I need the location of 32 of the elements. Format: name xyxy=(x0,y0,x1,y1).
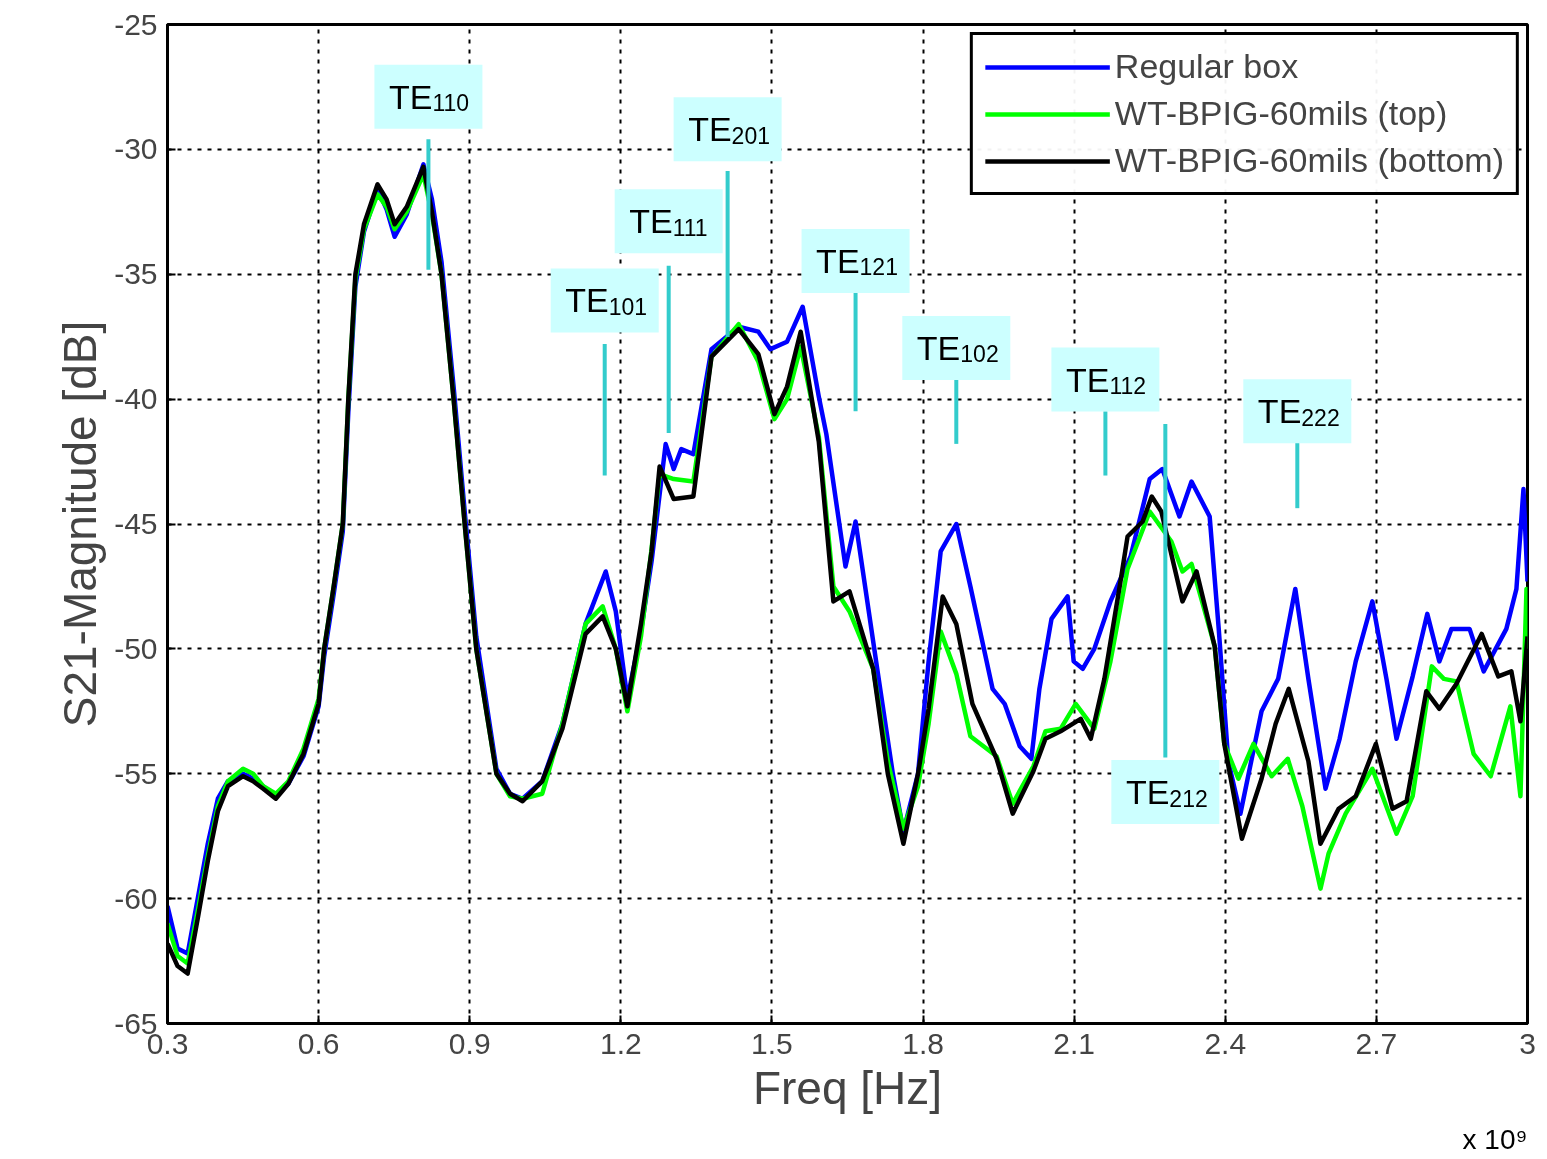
legend-label: WT-BPIG-60mils (bottom) xyxy=(1114,141,1504,180)
ref-line-label: TE102 xyxy=(916,328,999,368)
ref-line-label: TE101 xyxy=(565,281,648,320)
ref-line-label: TE112 xyxy=(1065,360,1147,400)
x-tick-label: 1.5 xyxy=(751,1026,793,1060)
legend-label: WT-BPIG-60mils (top) xyxy=(1114,94,1448,133)
x-tick-label: 3 xyxy=(1519,1026,1536,1060)
x-tick-label: 1.8 xyxy=(902,1026,944,1060)
ref-line-label: TE201 xyxy=(688,110,770,149)
y-tick-label: -45 xyxy=(114,507,158,540)
y-axis-title: S21-Magnitude [dB] xyxy=(54,320,107,728)
ref-line-label: TE222 xyxy=(1257,392,1340,431)
x-axis-title: Freq [Hz] xyxy=(752,1061,943,1114)
y-tick-label: -40 xyxy=(114,382,158,416)
y-tick-label: -55 xyxy=(114,756,158,790)
x-tick-label: 2.1 xyxy=(1053,1026,1096,1060)
legend-label: Regular box xyxy=(1114,47,1299,86)
y-tick-label: -50 xyxy=(114,631,158,665)
ref-line-label: TE121 xyxy=(816,241,898,281)
text: x 10⁹ xyxy=(1462,1123,1528,1155)
x-tick-label: 2.4 xyxy=(1204,1026,1247,1060)
y-tick-label: -25 xyxy=(114,7,158,41)
ref-line-label: TE212 xyxy=(1125,773,1208,812)
ref-line-label: TE110 xyxy=(388,77,470,117)
y-tick-label: -30 xyxy=(114,132,158,166)
x-tick-label: 0.9 xyxy=(448,1026,491,1060)
x-tick-label: 2.7 xyxy=(1355,1026,1398,1060)
y-tick-label: -35 xyxy=(114,257,158,291)
x-tick-label: 1.2 xyxy=(599,1026,642,1060)
x-tick-label: 0.6 xyxy=(297,1026,340,1060)
ref-line-label: TE111 xyxy=(629,202,708,241)
y-tick-label: -60 xyxy=(114,881,158,915)
